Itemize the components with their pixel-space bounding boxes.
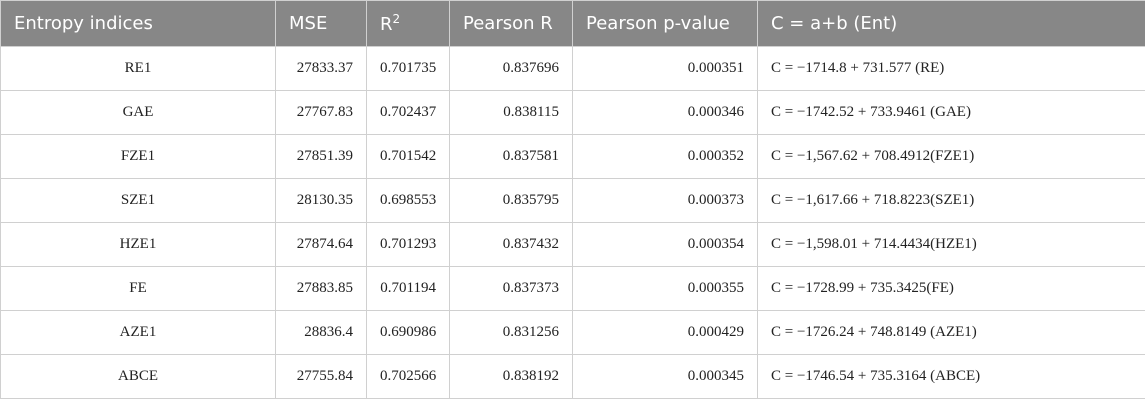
table-cell: C = −1,617.66 + 718.8223(SZE1) xyxy=(757,178,1145,223)
table-cell: 0.000354 xyxy=(572,222,758,267)
table-cell: 28836.4 xyxy=(275,310,367,355)
table-cell: 0.000373 xyxy=(572,178,758,223)
header-cell: MSE xyxy=(275,0,367,47)
header-cell: R2 xyxy=(366,0,450,47)
table-cell: 0.838192 xyxy=(449,354,573,399)
table-cell: C = −1,567.62 + 708.4912(FZE1) xyxy=(757,134,1145,179)
header-cell: Pearson p-value xyxy=(572,0,758,47)
table-cell: 27883.85 xyxy=(275,266,367,311)
table-cell: 0.837581 xyxy=(449,134,573,179)
table-cell: C = −1726.24 + 748.8149 (AZE1) xyxy=(757,310,1145,355)
table-cell: 0.702566 xyxy=(366,354,450,399)
table-cell: 0.000355 xyxy=(572,266,758,311)
table-cell: C = −1728.99 + 735.3425(FE) xyxy=(757,266,1145,311)
table-cell: C = −1,598.01 + 714.4434(HZE1) xyxy=(757,222,1145,267)
table-body: RE1 27833.37 0.701735 0.837696 0.000351 C = −… xyxy=(0,46,1145,399)
table-cell: 27874.64 xyxy=(275,222,367,267)
table-row: GAE 27767.83 0.702437 0.838115 0.000346 C = −… xyxy=(0,90,1145,135)
header-cell: Pearson R xyxy=(449,0,573,47)
table-cell: 0.000352 xyxy=(572,134,758,179)
results-table: Entropy indices MSE R2 Pearson R Pearson p-v… xyxy=(0,0,1145,399)
header-cell: Entropy indices xyxy=(0,0,276,47)
table-cell: C = −1714.8 + 731.577 (RE) xyxy=(757,46,1145,91)
table-cell: 0.701194 xyxy=(366,266,450,311)
table-row: SZE1 28130.35 0.698553 0.835795 0.000373 C = … xyxy=(0,178,1145,223)
table-cell: 0.701542 xyxy=(366,134,450,179)
header-cell: C = a+b (Ent) xyxy=(757,0,1145,47)
table-row: RE1 27833.37 0.701735 0.837696 0.000351 C = −… xyxy=(0,46,1145,91)
table-cell: 0.000351 xyxy=(572,46,758,91)
table-cell: 27755.84 xyxy=(275,354,367,399)
table-row: FE 27883.85 0.701194 0.837373 0.000355 C = −1… xyxy=(0,266,1145,311)
table-cell: C = −1742.52 + 733.9461 (GAE) xyxy=(757,90,1145,135)
table-cell: 27767.83 xyxy=(275,90,367,135)
table-row: HZE1 27874.64 0.701293 0.837432 0.000354 C = … xyxy=(0,222,1145,267)
table-cell: 28130.35 xyxy=(275,178,367,223)
table-cell: C = −1746.54 + 735.3164 (ABCE) xyxy=(757,354,1145,399)
table-cell: FE xyxy=(0,266,276,311)
table-cell: RE1 xyxy=(0,46,276,91)
table-cell: 0.837696 xyxy=(449,46,573,91)
table-cell: 0.701293 xyxy=(366,222,450,267)
table-cell: 0.000346 xyxy=(572,90,758,135)
table-cell: ABCE xyxy=(0,354,276,399)
table-cell: 0.690986 xyxy=(366,310,450,355)
header-row: Entropy indices MSE R2 Pearson R Pearson p-v… xyxy=(0,0,1145,47)
header-superscript: 2 xyxy=(392,12,401,26)
table-cell: 0.835795 xyxy=(449,178,573,223)
table-row: AZE1 28836.4 0.690986 0.831256 0.000429 C = −… xyxy=(0,310,1145,355)
table-cell: 0.702437 xyxy=(366,90,450,135)
table-cell: 0.838115 xyxy=(449,90,573,135)
table-cell: 0.831256 xyxy=(449,310,573,355)
table-cell: 0.701735 xyxy=(366,46,450,91)
table-row: ABCE 27755.84 0.702566 0.838192 0.000345 C = … xyxy=(0,354,1145,399)
table-cell: FZE1 xyxy=(0,134,276,179)
table-cell: 27833.37 xyxy=(275,46,367,91)
table-cell: 0.837373 xyxy=(449,266,573,311)
table-cell: HZE1 xyxy=(0,222,276,267)
table-cell: 0.837432 xyxy=(449,222,573,267)
table-cell: AZE1 xyxy=(0,310,276,355)
table-cell: 0.698553 xyxy=(366,178,450,223)
table-cell: GAE xyxy=(0,90,276,135)
table-cell: 0.000345 xyxy=(572,354,758,399)
header-text: R xyxy=(380,14,393,35)
table-cell: 0.000429 xyxy=(572,310,758,355)
table-cell: SZE1 xyxy=(0,178,276,223)
table-row: FZE1 27851.39 0.701542 0.837581 0.000352 C = … xyxy=(0,134,1145,179)
table-cell: 27851.39 xyxy=(275,134,367,179)
